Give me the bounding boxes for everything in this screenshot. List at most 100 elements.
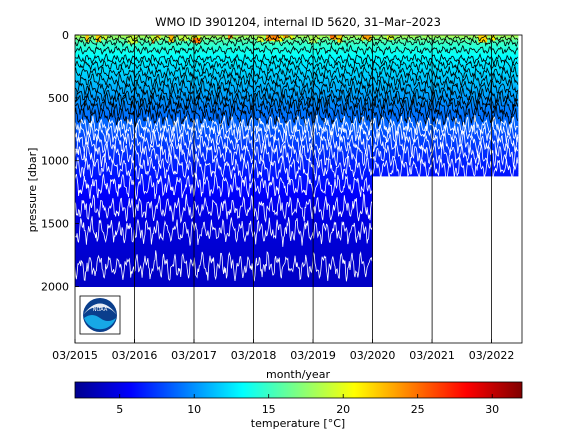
field-band [75,77,373,81]
surface-warm-patch [192,35,201,44]
surface-warm-patch [189,35,194,43]
field-band [75,143,373,147]
field-band [372,35,519,39]
field-band [75,246,373,250]
colorbar-tick-label: 5 [116,403,123,416]
x-ticks: 03/2015 03/2016 03/2017 03/2018 03/2019 03/20… [52,339,514,362]
plot-frame [74,34,523,344]
field-band [75,198,373,202]
field-band [75,52,373,56]
field-band [75,211,373,215]
isotherm-line [75,130,519,156]
field-band [75,57,373,61]
colorbar-ticks: 5 10 15 20 25 30 [116,394,499,416]
field-band [75,273,373,277]
field-band [372,153,519,157]
field-band [372,62,519,66]
field-band [75,125,373,129]
field-band [75,216,373,220]
field-band [372,55,519,59]
field-band [75,283,373,287]
x-tick-label: 03/2022 [469,349,515,362]
y-tick-label: 1500 [41,218,69,231]
field-band [75,213,373,217]
field-band [75,65,373,69]
field-band [75,67,373,71]
field-band [75,276,373,280]
field-band [372,140,519,144]
isotherm-line [75,35,519,43]
isotherm-line [75,52,519,66]
field-band [75,180,373,184]
field-band [75,193,373,197]
field-band [75,45,373,49]
field-band [75,160,373,164]
field-band [372,70,519,74]
field-band [372,87,519,91]
isotherm-line [75,154,519,182]
field-band [372,130,519,134]
isotherm-line [75,192,373,224]
colorbar-tick-label: 20 [336,403,350,416]
surface-warm-patch [129,35,138,44]
isotherm-line [75,58,519,72]
colorbar: 5 10 15 20 25 30 temperature [°C] [74,381,523,430]
field-band [75,203,373,207]
y-ticks: 0 500 1000 1500 2000 [41,29,79,293]
surface-warm-patch [266,35,272,42]
field-band [75,153,373,157]
field-band [75,148,373,152]
field-band [75,55,373,59]
surface-warm-patch [85,35,89,43]
field-band [372,158,519,162]
field-band [372,65,519,69]
field-band [372,40,519,44]
field-band [372,107,519,111]
field-band [75,173,373,177]
surface-warm-patch [490,35,496,41]
isotherm-line [75,86,519,105]
field-band [75,236,373,240]
isotherm-line [75,121,519,145]
surface-warm-patch [289,35,293,40]
chart-title: WMO ID 3901204, internal ID 5620, 31–Mar… [155,15,441,29]
isotherm-line [75,72,519,88]
field-band [75,218,373,222]
field-band [75,120,373,124]
y-axis-label: pressure [dbar] [26,148,39,233]
field-band [75,145,373,149]
x-tick-label: 03/2020 [350,349,396,362]
field-band [75,256,373,260]
field-band [75,231,373,235]
field-band [75,281,373,285]
field-band [75,82,373,86]
field-band [75,208,373,212]
field-band [75,278,373,282]
plot-area [75,35,519,343]
field-band [75,140,373,144]
surface-warm-patch [149,35,159,41]
field-band [372,92,519,96]
field-band [372,105,519,109]
field-band [372,52,519,56]
field-band [75,261,373,265]
field-band [75,92,373,96]
field-band [75,206,373,210]
surface-warm-patch [168,35,174,43]
isotherm-line [75,37,519,48]
field-band [75,107,373,111]
surface-warm-patch [362,35,372,40]
year-lines [134,35,493,343]
isotherm-line [75,92,519,112]
x-tick-label: 03/2019 [290,349,336,362]
colorbar-tick-label: 15 [262,403,276,416]
colorbar-tick-label: 10 [187,403,201,416]
x-tick-label: 03/2015 [52,349,98,362]
field-band [372,110,519,114]
field-band [75,150,373,154]
field-band [372,102,519,106]
isotherm-line [75,44,519,56]
colorbar-tick-label: 30 [485,403,499,416]
logo-wave [84,315,116,330]
